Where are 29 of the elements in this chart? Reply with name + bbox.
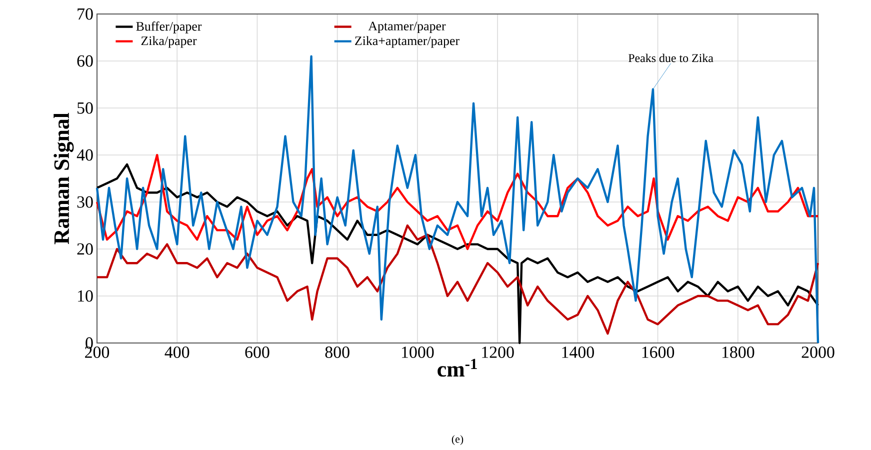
y-axis-title: Raman Signal [54,112,74,244]
y-tick-label: 60 [77,55,93,67]
y-tick-label: 70 [78,8,93,20]
legend-label: Zika/paper [141,36,197,48]
x-tick-label: 400 [164,346,190,358]
y-tick-label: 0 [86,337,93,349]
x-tick-label: 200 [85,346,110,358]
x-tick-label: 1600 [642,346,674,358]
x-tick-label: 1800 [722,346,754,358]
y-tick-label: 40 [76,149,93,161]
x-tick-label: 1000 [402,346,434,358]
line-series [96,163,820,344]
y-tick-label: 10 [78,290,93,302]
y-tick-label: 20 [77,243,93,255]
legend-label: Aptamer/paper [368,22,446,34]
annotation: Peaks due to Zika [628,54,714,62]
x-tick-label: 800 [325,346,350,358]
x-tick-label: 1200 [482,346,514,358]
x-tick-label: 2000 [802,346,834,358]
text: (e) [452,435,464,446]
legend-label: Buffer/paper [136,21,202,34]
y-tick-label: 30 [77,196,93,208]
x-axis-title: cm$^{-1}$ [438,358,477,377]
legend-label: Zika+aptamer/paper [355,36,460,48]
line-series [96,154,820,250]
line-series [96,224,820,335]
y-tick-label: 50 [78,102,93,114]
x-tick-label: 600 [245,346,270,358]
x-tick-label: 1400 [562,346,594,358]
